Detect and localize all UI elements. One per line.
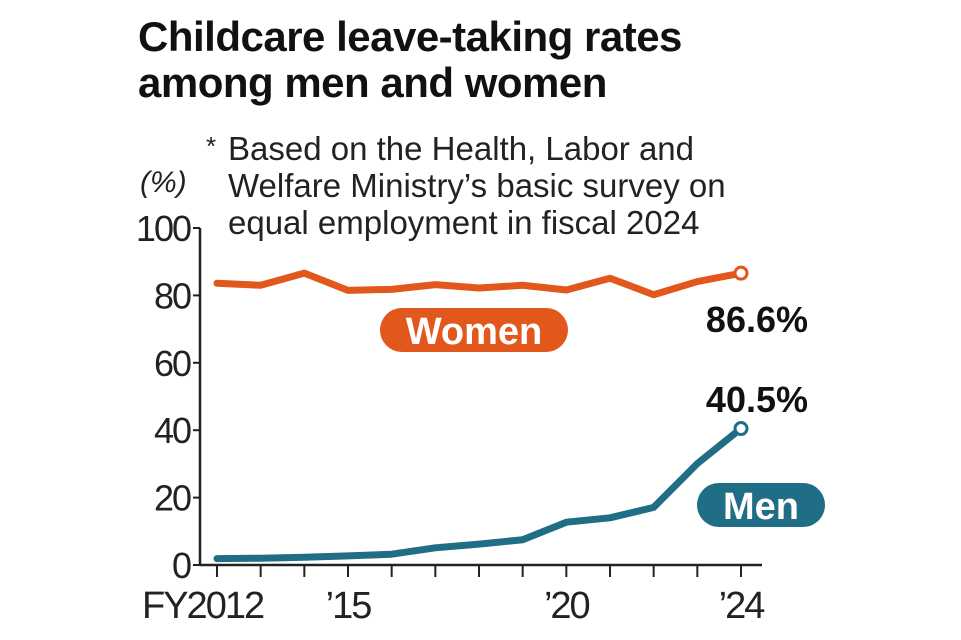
y-tick-label: 60	[154, 343, 191, 384]
x-tick-label: ’24	[719, 585, 766, 627]
series-line-men	[213, 425, 745, 563]
y-tick-label: 0	[172, 545, 191, 586]
title-line: among men and women	[138, 59, 607, 106]
y-axis-unit: (%)	[140, 166, 187, 199]
legend-label: Women	[406, 311, 543, 353]
end-point-marker	[733, 421, 749, 437]
y-tick-label: 100	[136, 208, 191, 249]
note-line: equal employment in fiscal 2024	[228, 204, 700, 241]
legend-label: Men	[723, 486, 799, 528]
y-tick-label: 20	[154, 478, 191, 519]
end-value-label: 40.5%	[706, 379, 808, 420]
series-line-women	[213, 269, 745, 299]
legend-pill-men	[697, 483, 825, 527]
y-tick-label: 80	[154, 275, 191, 316]
x-tick-label: FY2012	[142, 585, 264, 627]
x-tick-label: ’15	[326, 585, 372, 627]
title-line: Childcare leave-taking rates	[138, 13, 682, 60]
note-line: Welfare Ministry’s basic survey on	[228, 167, 726, 204]
note-line: Based on the Health, Labor and	[228, 130, 695, 167]
legend-pill-women	[380, 308, 568, 352]
y-tick-label: 40	[154, 410, 191, 451]
x-tick-label: ’20	[544, 585, 590, 627]
chart-title: Childcare leave-taking rates among men a…	[138, 14, 682, 106]
note-marker: *	[206, 131, 217, 161]
end-value-label: 86.6%	[706, 299, 808, 340]
end-point-marker	[733, 265, 749, 281]
